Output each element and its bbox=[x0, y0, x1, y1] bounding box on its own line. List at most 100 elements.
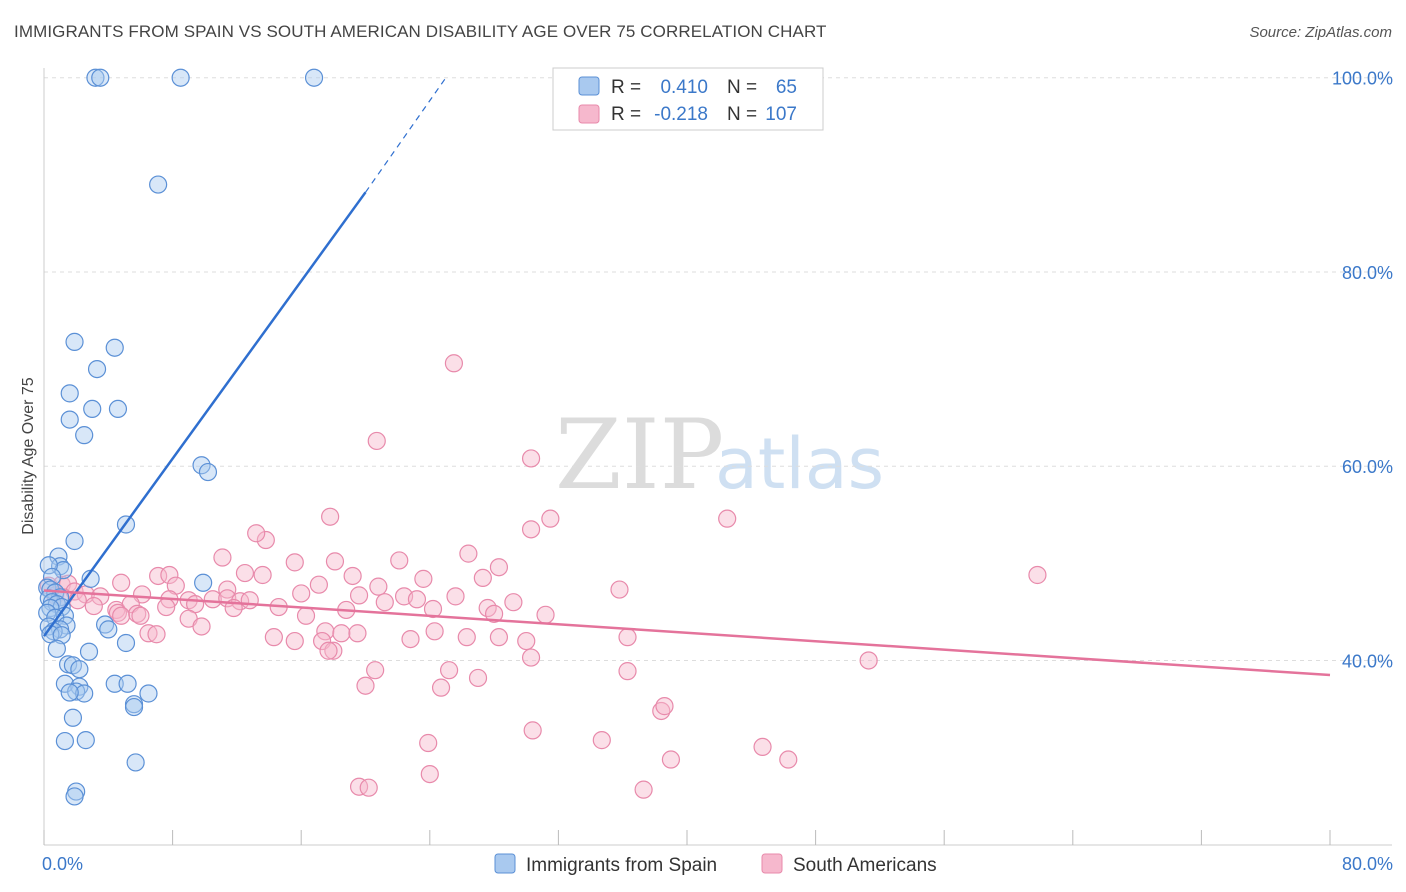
south-americans-point bbox=[285, 631, 304, 651]
series-legend: Immigrants from Spain South Americans bbox=[494, 853, 937, 876]
legend-bottom-swatch-blue bbox=[494, 853, 516, 874]
south-americans-point bbox=[366, 661, 385, 680]
legend-n-label-blue: N = bbox=[727, 77, 757, 98]
immigrants-from-spain-point bbox=[171, 68, 190, 87]
south-americans-point bbox=[390, 551, 409, 570]
south-americans-point bbox=[431, 678, 451, 697]
south-americans-point bbox=[367, 431, 386, 451]
y-tick-label: 60.0% bbox=[1342, 457, 1393, 477]
immigrants-from-spain-point bbox=[95, 615, 115, 634]
south-americans-point bbox=[240, 591, 259, 610]
legend-r-value-blue: 0.410 bbox=[660, 77, 708, 98]
immigrants-from-spain-point bbox=[99, 620, 118, 639]
south-americans-point bbox=[485, 604, 504, 623]
immigrants-from-spain-point bbox=[54, 561, 73, 580]
south-americans-point bbox=[634, 780, 653, 799]
legend-bottom-label-pink: South Americans bbox=[793, 855, 937, 876]
south-americans-point bbox=[779, 750, 798, 769]
watermark-atlas: atlas bbox=[715, 423, 884, 505]
y-tick-label: 100.0% bbox=[1332, 69, 1393, 89]
south-americans-point bbox=[517, 631, 536, 651]
south-americans-point bbox=[444, 354, 464, 373]
y-axis-title: Disability Age Over 75 bbox=[20, 377, 37, 535]
south-americans-point bbox=[112, 573, 131, 592]
legend-n-value-blue: 65 bbox=[776, 77, 797, 98]
south-americans-point bbox=[349, 777, 369, 796]
south-americans-point bbox=[521, 648, 541, 667]
trend-lines bbox=[42, 77, 1331, 677]
stats-legend: R = 0.410 N = 65 R = -0.218 N = 107 bbox=[552, 67, 824, 131]
south-americans-point bbox=[414, 569, 433, 588]
immigrants-from-spain-point bbox=[124, 697, 144, 717]
south-americans-point bbox=[541, 509, 560, 528]
gridlines bbox=[44, 77, 1392, 661]
legend-swatch-pink bbox=[578, 104, 600, 124]
trend-line-south-americans bbox=[43, 589, 1331, 677]
south-americans-point bbox=[160, 565, 179, 585]
south-americans-point bbox=[610, 580, 629, 599]
immigrants-from-spain-point bbox=[87, 359, 107, 379]
x-tick-labels: 0.0% 80.0% bbox=[42, 854, 1393, 874]
south-americans-point bbox=[1028, 565, 1047, 585]
south-americans-point bbox=[91, 587, 110, 606]
south-americans-point bbox=[285, 553, 304, 572]
south-americans-point bbox=[349, 586, 369, 605]
legend-swatch-blue bbox=[578, 76, 600, 96]
south-americans-point bbox=[652, 701, 671, 721]
immigrants-from-spain-point bbox=[79, 642, 99, 661]
immigrants-from-spain-point bbox=[55, 731, 74, 751]
immigrants-from-spain-point bbox=[108, 399, 128, 419]
south-americans-point bbox=[401, 629, 420, 649]
south-americans-point bbox=[264, 628, 283, 647]
legend-bottom-swatch-pink bbox=[761, 853, 783, 874]
south-americans-point bbox=[439, 661, 459, 680]
south-americans-point bbox=[321, 507, 340, 526]
x-tick-label: 80.0% bbox=[1342, 854, 1393, 874]
south-americans-point bbox=[192, 617, 211, 636]
y-tick-label: 80.0% bbox=[1342, 263, 1393, 283]
immigrants-from-spain-point bbox=[105, 338, 124, 357]
immigrants-from-spain-points bbox=[38, 68, 324, 806]
chart-title: IMMIGRANTS FROM SPAIN VS SOUTH AMERICAN … bbox=[14, 22, 827, 41]
south-americans-point bbox=[253, 565, 272, 585]
south-americans-point bbox=[256, 530, 275, 550]
south-americans-point bbox=[325, 552, 345, 571]
immigrants-from-spain-point bbox=[149, 175, 168, 194]
south-americans-point bbox=[536, 605, 555, 624]
south-americans-point bbox=[489, 558, 509, 577]
south-americans-point bbox=[718, 509, 737, 528]
south-americans-point bbox=[420, 764, 439, 784]
immigrants-from-spain-point bbox=[116, 633, 136, 653]
legend-r-value-pink: -0.218 bbox=[654, 104, 708, 125]
south-americans-point bbox=[369, 577, 388, 596]
immigrants-from-spain-point bbox=[105, 674, 124, 693]
immigrants-from-spain-point bbox=[139, 684, 158, 703]
south-americans-point bbox=[504, 593, 523, 612]
south-americans-point bbox=[292, 584, 311, 603]
immigrants-from-spain-point bbox=[39, 556, 58, 575]
south-americans-point bbox=[157, 597, 176, 617]
south-americans-point bbox=[324, 641, 343, 660]
south-americans-point bbox=[356, 676, 375, 695]
legend-n-value-pink: 107 bbox=[765, 104, 797, 125]
south-americans-point bbox=[521, 449, 541, 468]
south-americans-point bbox=[319, 641, 338, 660]
south-americans-point bbox=[332, 624, 351, 643]
south-americans-point bbox=[112, 606, 131, 625]
immigrants-from-spain-point bbox=[60, 683, 79, 702]
south-americans-point bbox=[84, 596, 103, 616]
legend-r-label-blue: R = bbox=[611, 77, 641, 98]
watermark-zip: ZIP bbox=[555, 399, 724, 511]
south-americans-point bbox=[407, 590, 427, 609]
south-americans-point bbox=[348, 624, 367, 643]
south-americans-point bbox=[108, 603, 128, 622]
south-americans-point bbox=[446, 587, 465, 606]
south-americans-point bbox=[618, 662, 637, 681]
south-americans-point bbox=[213, 548, 232, 567]
immigrants-from-spain-point bbox=[118, 674, 137, 693]
immigrants-from-spain-point bbox=[60, 410, 79, 429]
south-americans-point bbox=[457, 628, 476, 647]
south-americans-point bbox=[247, 524, 266, 543]
south-americans-point bbox=[523, 721, 542, 740]
legend-bottom-label-blue: Immigrants from Spain bbox=[526, 855, 717, 876]
